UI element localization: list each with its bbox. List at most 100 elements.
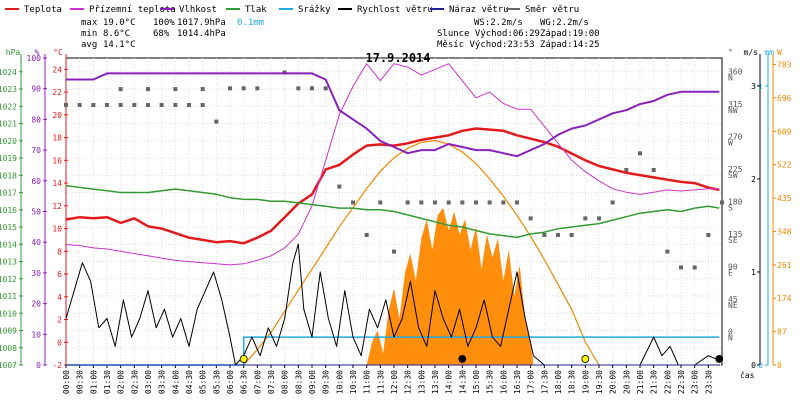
wind-direction-point [200, 102, 205, 107]
stats-min-temp: 8.6°C [103, 29, 130, 39]
axis-tick-label-hpa: 1011 [0, 292, 17, 301]
axis-unit-hpa: hPa [6, 48, 21, 57]
wind-direction-point [651, 167, 656, 172]
axis-tick-label-hpa: 1024 [0, 68, 17, 77]
wind-direction-point [638, 151, 642, 156]
wind-direction-point [310, 86, 314, 91]
axis-unit-direction: ° [728, 48, 733, 57]
wind-direction-point [351, 200, 355, 205]
wind-direction-point [460, 200, 465, 205]
x-tick-label: 03:30 [158, 370, 167, 394]
wind-direction-point [515, 200, 519, 205]
x-tick-label: 04:00 [171, 370, 180, 394]
axis-tick-label-hpa: 1015 [0, 223, 17, 232]
x-tick-label: 17:00 [527, 370, 536, 394]
legend-label: Rychlost větru [357, 5, 433, 15]
wind-direction-point [173, 102, 178, 107]
axis-tick-label-solar: 174 [777, 294, 792, 303]
x-tick-label: 12:30 [404, 370, 413, 394]
axis-tick-label-pct: 10 [31, 330, 41, 339]
axis-tick-label-solar: 261 [777, 261, 792, 270]
info-moon: Měsíc Východ:23:53 [437, 40, 535, 50]
wind-direction-point [392, 249, 396, 254]
x-tick-label: 11:30 [376, 370, 385, 394]
x-tick-label: 18:00 [554, 370, 563, 394]
axis-tick-label-direction: 0 [728, 327, 733, 336]
wind-direction-point [241, 86, 246, 91]
wind-direction-point [487, 200, 492, 205]
x-tick-label: 19:00 [581, 370, 590, 394]
solar-radiation-area [366, 207, 534, 365]
wind-direction-point [214, 119, 219, 124]
axis-tick-label-hpa: 1007 [0, 361, 17, 370]
axis-tick-label-wind: 0 [751, 361, 756, 370]
x-tick-label: 16:00 [499, 370, 508, 394]
wind-direction-point [720, 200, 724, 205]
event-marker [715, 355, 724, 363]
legend-label: Náraz větru [449, 5, 509, 15]
wind-direction-point [91, 102, 96, 107]
axis-tick-label-pct: 70 [31, 146, 41, 155]
axis-tick-label-direction: 315 [728, 100, 743, 109]
legend-label: Teplota [24, 5, 62, 15]
x-tick-label: 13:00 [417, 370, 426, 394]
axis-tick-label-pct: 80 [31, 115, 41, 124]
axis-unit-solar: W [777, 48, 782, 57]
wind-direction-point [118, 102, 123, 107]
info-moon-set: Západ:14:25 [540, 40, 600, 50]
legend-label: Směr větru [525, 5, 579, 15]
axis-tick-label-celsius: 2 [57, 316, 62, 325]
axis-tick-label-hpa: 1014 [0, 240, 17, 249]
wind-direction-point [624, 167, 629, 172]
x-tick-label: 09:30 [322, 370, 331, 394]
axis-tick-label-solar: 522 [777, 161, 792, 170]
axis-tick-label-solar: 696 [777, 94, 792, 103]
x-tick-label: 15:00 [472, 370, 481, 394]
wind-direction-point [528, 216, 533, 221]
axis-tick-label-pct: 90 [31, 85, 41, 94]
axis-tick-label-wind: 3 [751, 82, 756, 91]
axis-tick-label-direction: 270 [728, 132, 743, 141]
axis-tick-label-rain: 1 [758, 82, 763, 91]
x-tick-label: 02:30 [130, 370, 139, 394]
axis-tick-label-hpa: 1010 [0, 309, 17, 318]
axis-tick-label-wind: 1 [751, 268, 756, 277]
x-tick-label: 03:00 [144, 370, 153, 394]
wind-direction-point [501, 200, 506, 205]
info-ws: WS:2.2m/s [474, 18, 523, 28]
x-tick-label: 23:00 [691, 370, 700, 394]
stats-max-press: 1017.9hPa [177, 18, 226, 28]
x-tick-label: 15:30 [486, 370, 495, 394]
x-tick-label: 21:00 [636, 370, 645, 394]
series-line-rychlost-v-tru [65, 243, 720, 366]
x-tick-label: 08:30 [294, 370, 303, 394]
x-tick-label: 01:00 [89, 370, 98, 394]
wind-direction-point [542, 232, 547, 237]
x-tick-label: 22:00 [663, 370, 672, 394]
wind-direction-point [405, 200, 410, 205]
series-line-teplota [65, 127, 720, 245]
x-tick-label: 00:00 [62, 370, 71, 394]
x-tick-label: 19:30 [595, 370, 604, 394]
legend-label: Tlak [245, 5, 267, 15]
x-tick-label: 02:00 [117, 370, 126, 394]
event-marker [581, 355, 590, 363]
wind-direction-point [323, 86, 328, 91]
axis-tick-label-celsius: 24 [52, 65, 62, 74]
x-tick-label: 01:30 [103, 370, 112, 394]
stats-min-hum: 68% [153, 29, 170, 39]
axis-tick-label-hpa: 1019 [0, 154, 17, 163]
axis-tick-label-direction: N [728, 333, 733, 342]
axis-tick-label-direction: 45 [728, 295, 738, 304]
x-tick-label: 11:00 [363, 370, 372, 394]
axis-tick-label-celsius: -2 [52, 361, 62, 370]
axis-unit-celsius: °C [53, 48, 63, 57]
x-tick-label: 06:00 [226, 370, 235, 394]
wind-direction-point [556, 232, 560, 237]
axis-tick-label-hpa: 1008 [0, 344, 17, 353]
series-line-tlak [65, 184, 720, 239]
axis-tick-label-pct: 20 [31, 300, 41, 309]
x-tick-label: 10:00 [335, 370, 344, 394]
x-tick-label: 00:30 [76, 370, 85, 394]
axis-tick-label-direction: 135 [728, 230, 743, 239]
